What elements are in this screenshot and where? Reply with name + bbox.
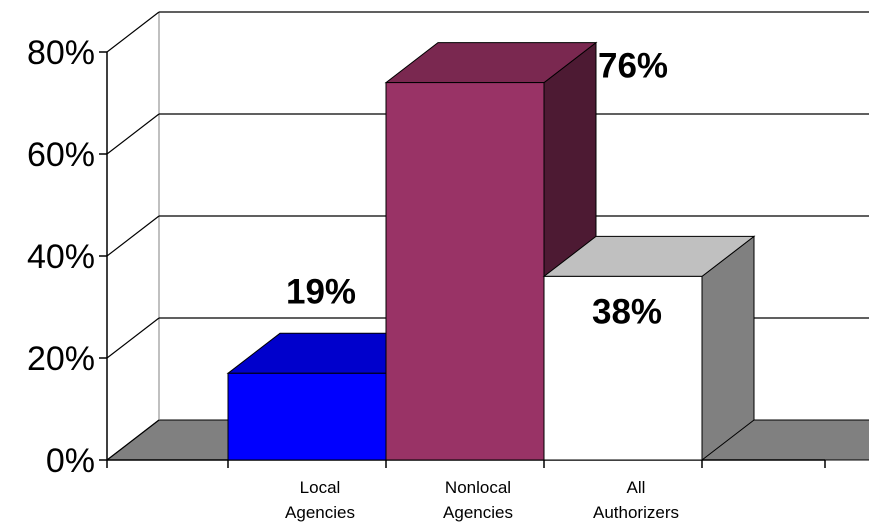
x-category-label: All Authorizers <box>593 478 679 522</box>
y-tick-label: 0% <box>46 442 95 480</box>
bar-3 <box>542 235 756 462</box>
gridline-diagonal <box>106 11 160 53</box>
bar-front-face <box>227 372 387 461</box>
data-label: 38% <box>592 292 662 331</box>
bars <box>226 41 756 462</box>
y-tick-label: 40% <box>27 238 95 276</box>
gridline-diagonal <box>106 113 160 155</box>
bar-front-face <box>543 275 703 461</box>
gridline-diagonal <box>106 215 160 257</box>
y-tick-label: 60% <box>27 136 95 174</box>
bar-front-face <box>385 82 545 461</box>
y-tick-label: 80% <box>27 34 95 72</box>
x-category-labels: Local Agencies Nonlocal Agencies All Authoriz… <box>285 478 679 522</box>
y-tick-label: 20% <box>27 340 95 378</box>
x-category-label: Local Agencies <box>285 478 355 522</box>
data-label: 19% <box>286 272 356 311</box>
x-category-label: Nonlocal Agencies <box>443 478 513 522</box>
y-tick-labels: 0% 20% 40% 60% 80% <box>27 34 95 480</box>
gridline-diagonal <box>106 317 160 359</box>
data-labels: 19% 76% 38% <box>286 47 668 332</box>
gridline-diagonal <box>106 419 160 461</box>
data-label: 76% <box>598 47 668 86</box>
